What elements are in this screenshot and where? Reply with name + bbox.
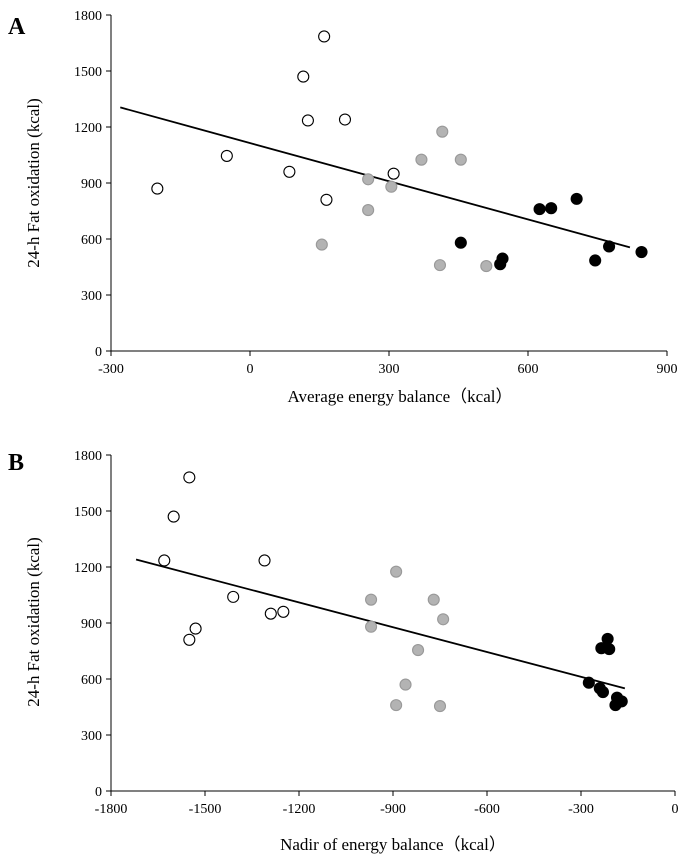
panel-b-point-gray [365,593,378,606]
panel-b-point-open [183,471,196,484]
panel-b-x-tick-label: -1500 [189,802,222,817]
panel-b-point-open [189,622,202,635]
panel-b-x-tick-label: -600 [474,802,500,817]
panel-a-point-gray [315,238,328,251]
panel-a-point-black [533,203,546,216]
panel-b-point-open [258,554,271,567]
panel-b-y-tick-label: 900 [81,617,102,632]
panel-a-point-gray [454,153,467,166]
panel-a-point-gray [415,153,428,166]
panel-b-point-gray [433,700,447,713]
panel-a-point-open [297,70,310,83]
panel-b-point-open [277,605,290,618]
panel-a-point-gray [480,260,493,273]
panel-a-point-gray [362,173,375,186]
panel-a-point-gray [433,259,447,272]
panel-a-y-tick-label: 0 [95,345,102,360]
panel-a-point-open [220,149,233,162]
panel-a-label: A [8,14,26,40]
panel-b-point-gray [427,593,440,606]
panel-a-y-tick-label: 1500 [74,65,102,80]
panel-b-x-tick-label: 0 [672,802,678,817]
panel-b-y-tick-label: 600 [81,673,102,688]
panel-b-point-open [183,633,196,646]
panel-b-point-black [601,632,614,645]
panel-b-point-open [167,510,180,523]
panel-a-x-tick-label: 300 [379,362,400,377]
panel-b-point-open [158,554,171,567]
panel-b-x-tick-label: -300 [568,802,594,817]
panel-b-point-gray [390,565,403,578]
panel-a-point-gray [436,125,449,138]
panel-a-y-tick-label: 900 [81,177,102,192]
panel-b-point-black [596,686,609,699]
panel-b-y-tick-label: 300 [81,729,102,744]
panel-b-point-open [264,607,277,620]
panel-b-label: B [8,450,24,476]
panel-b-point-gray [399,678,412,691]
panel-b-x-tick-label: -1800 [95,802,128,817]
panel-a-point-open [283,165,296,178]
panel-b-point-gray [412,644,425,657]
panel-a-y-tick-label: 1800 [74,9,102,24]
panel-a-x-axis-title: Average energy balance（kcal） [288,387,513,406]
panel-b-point-open [227,590,240,603]
panel-b-point-black [582,676,595,689]
panel-a-point-black [496,252,509,265]
panel-a-plot-area: 0 300 600 900 1200 1500 1800 -300 0 300 600 900 [74,9,678,377]
panel-a-point-open [301,114,314,127]
panel-b-y-axis-title: 24-h Fat oxidation (kcal) [24,537,43,707]
panel-a-y-axis-title: 24-h Fat oxidation (kcal) [24,98,43,268]
panel-b-point-gray [365,620,378,633]
panel-a-point-black [603,240,616,253]
panel-a-point-black [545,202,558,215]
panel-b-x-axis-title: Nadir of energy balance（kcal） [280,835,506,854]
panel-a-x-tick-label: 600 [518,362,539,377]
panel-a-point-open [151,182,164,195]
panel-b-y-tick-label: 1500 [74,505,102,520]
panel-a-point-gray [385,180,398,193]
panel-a-point-open [318,30,331,43]
panel-a: A 24-h Fat oxidation (kcal) Average ener… [8,9,678,406]
panel-a-point-gray [362,204,375,217]
panel-a-x-tick-label: 0 [247,362,254,377]
panel-a-point-black [589,254,602,267]
panel-b-x-tick-label: -900 [380,802,406,817]
panel-b-y-tick-label: 1800 [74,449,102,464]
panel-a-y-tick-label: 600 [81,233,102,248]
panel-a-point-open [387,167,400,180]
panel-a-point-black [635,246,648,259]
panel-b-y-tick-label: 1200 [74,561,102,576]
panel-b-trend-line [135,558,626,690]
panel-b: B 24-h Fat oxidation (kcal) Nadir of ene… [8,449,678,854]
panel-a-x-tick-label: 900 [657,362,678,377]
panel-a-point-black [454,236,467,249]
panel-a-y-tick-label: 300 [81,289,102,304]
panel-b-y-tick-label: 0 [95,785,102,800]
panel-b-point-black [615,695,628,708]
panel-a-trend-line [120,106,631,249]
panel-b-point-black [603,643,616,656]
panel-a-point-black [570,192,583,205]
panel-a-point-open [338,113,352,126]
panel-b-plot-area: 0 300 600 900 1200 1500 1800 -1800 -1500 -1200 -90… [74,449,678,817]
panel-b-point-gray [390,699,403,712]
panel-a-y-tick-label: 1200 [74,121,102,136]
panel-b-x-tick-label: -1200 [283,802,316,817]
panel-b-point-gray [437,613,450,626]
panel-a-x-tick-label: -300 [98,362,124,377]
panel-a-point-open [320,193,333,206]
